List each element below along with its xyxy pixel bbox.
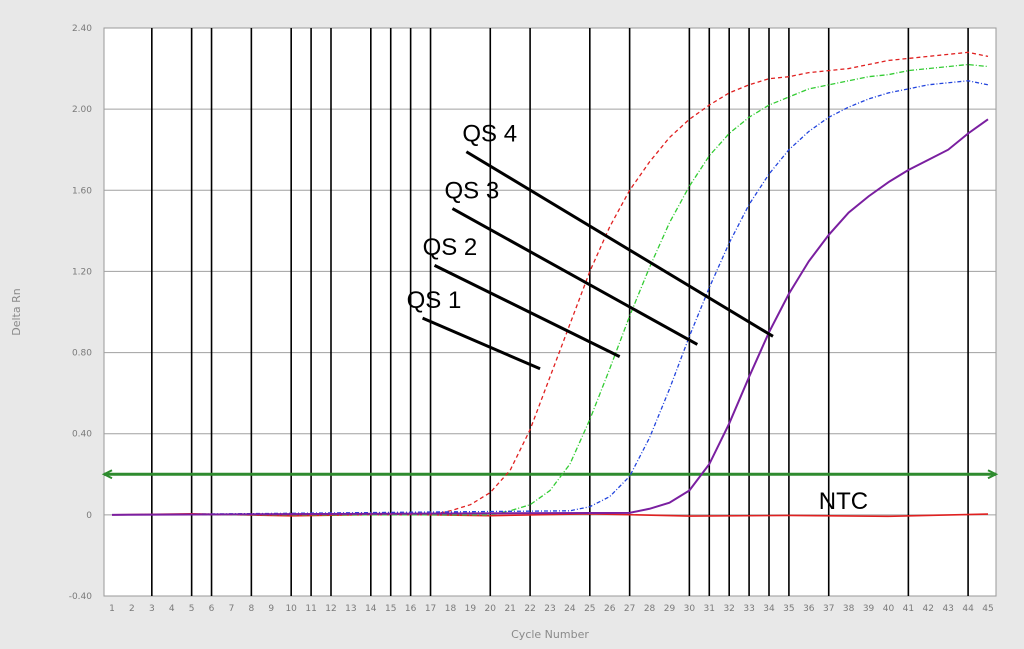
annotation-label: QS 4 — [462, 121, 517, 148]
y-tick-label: 0.80 — [72, 349, 92, 359]
grid — [104, 28, 996, 596]
x-tick-label: 4 — [169, 604, 175, 614]
x-tick-label: 3 — [149, 604, 155, 614]
plot-area — [103, 27, 997, 597]
y-tick-label: 2.00 — [72, 105, 92, 115]
x-tick-label: 40 — [883, 604, 895, 614]
x-tick-label: 20 — [485, 604, 497, 614]
series-line-4 — [111, 118, 989, 516]
x-tick-label: 34 — [763, 604, 775, 614]
x-tick-label: 41 — [903, 604, 914, 614]
x-tick-label: 44 — [962, 604, 974, 614]
annotation-leader-line — [433, 263, 621, 358]
x-tick-label: 12 — [325, 604, 336, 614]
x-tick-label: 42 — [923, 604, 934, 614]
annotation-label: QS 3 — [444, 177, 499, 204]
x-tick-label: 39 — [863, 604, 875, 614]
x-tick-label: 22 — [524, 604, 535, 614]
threshold-right-arrow — [987, 469, 999, 480]
x-tick-label: 6 — [209, 604, 215, 614]
x-tick-label: 35 — [783, 604, 794, 614]
x-tick-label: 36 — [803, 604, 815, 614]
x-tick-label: 29 — [664, 604, 676, 614]
x-tick-label: 9 — [268, 604, 274, 614]
x-tick-label: 8 — [248, 604, 254, 614]
x-tick-label: 10 — [285, 604, 297, 614]
y-tick-label: -0.40 — [69, 592, 93, 602]
x-tick-label: 16 — [405, 604, 417, 614]
y-axis-title: Delta Rn — [10, 288, 23, 335]
x-tick-label: 17 — [425, 604, 436, 614]
annotation-label: NTC — [819, 488, 868, 515]
x-tick-label: 26 — [604, 604, 616, 614]
y-tick-label: 0.40 — [72, 430, 92, 440]
x-tick-label: 45 — [982, 604, 993, 614]
x-tick-label: 19 — [465, 604, 477, 614]
x-tick-label: 28 — [644, 604, 656, 614]
y-tick-label: 2.40 — [72, 24, 92, 34]
x-tick-label: 32 — [723, 604, 734, 614]
x-tick-label: 18 — [445, 604, 457, 614]
threshold-line — [101, 469, 999, 480]
x-tick-label: 31 — [704, 604, 715, 614]
x-tick-label: 15 — [385, 604, 396, 614]
x-tick-label: 27 — [624, 604, 635, 614]
x-tick-label: 13 — [345, 604, 356, 614]
series-line-2 — [112, 63, 989, 516]
x-tick-label: 2 — [129, 604, 135, 614]
annotation-leader-line — [421, 316, 541, 371]
annotation-leader-line — [451, 207, 699, 346]
annotation-leader-line — [465, 150, 774, 338]
x-tick-label: 33 — [743, 604, 754, 614]
y-tick-label: 1.20 — [72, 267, 92, 277]
x-tick-label: 43 — [942, 604, 953, 614]
x-tick-label: 5 — [189, 604, 195, 614]
annotation-label: QS 1 — [407, 287, 462, 314]
x-tick-label: 11 — [305, 604, 316, 614]
x-tick-label: 1 — [109, 604, 115, 614]
x-tick-label: 37 — [823, 604, 834, 614]
x-tick-label: 21 — [504, 604, 515, 614]
annotation-label: QS 2 — [423, 234, 478, 261]
x-tick-label: 23 — [544, 604, 555, 614]
x-tick-label: 38 — [843, 604, 855, 614]
x-tick-label: 24 — [564, 604, 576, 614]
x-tick-label: 7 — [229, 604, 235, 614]
series-line-3 — [111, 80, 989, 516]
x-tick-label: 25 — [584, 604, 595, 614]
x-tick-label: 30 — [684, 604, 696, 614]
threshold-left-arrow — [101, 469, 113, 480]
x-axis-title: Cycle Number — [511, 628, 589, 641]
x-tick-label: 14 — [365, 604, 377, 614]
y-tick-label: 1.60 — [72, 186, 92, 196]
series-group — [111, 51, 989, 518]
y-tick-label: 0 — [86, 511, 92, 521]
series-line-1 — [112, 51, 989, 516]
annotations: QS 4 QS 3 QS 2 QS 1 NTC — [407, 121, 868, 515]
